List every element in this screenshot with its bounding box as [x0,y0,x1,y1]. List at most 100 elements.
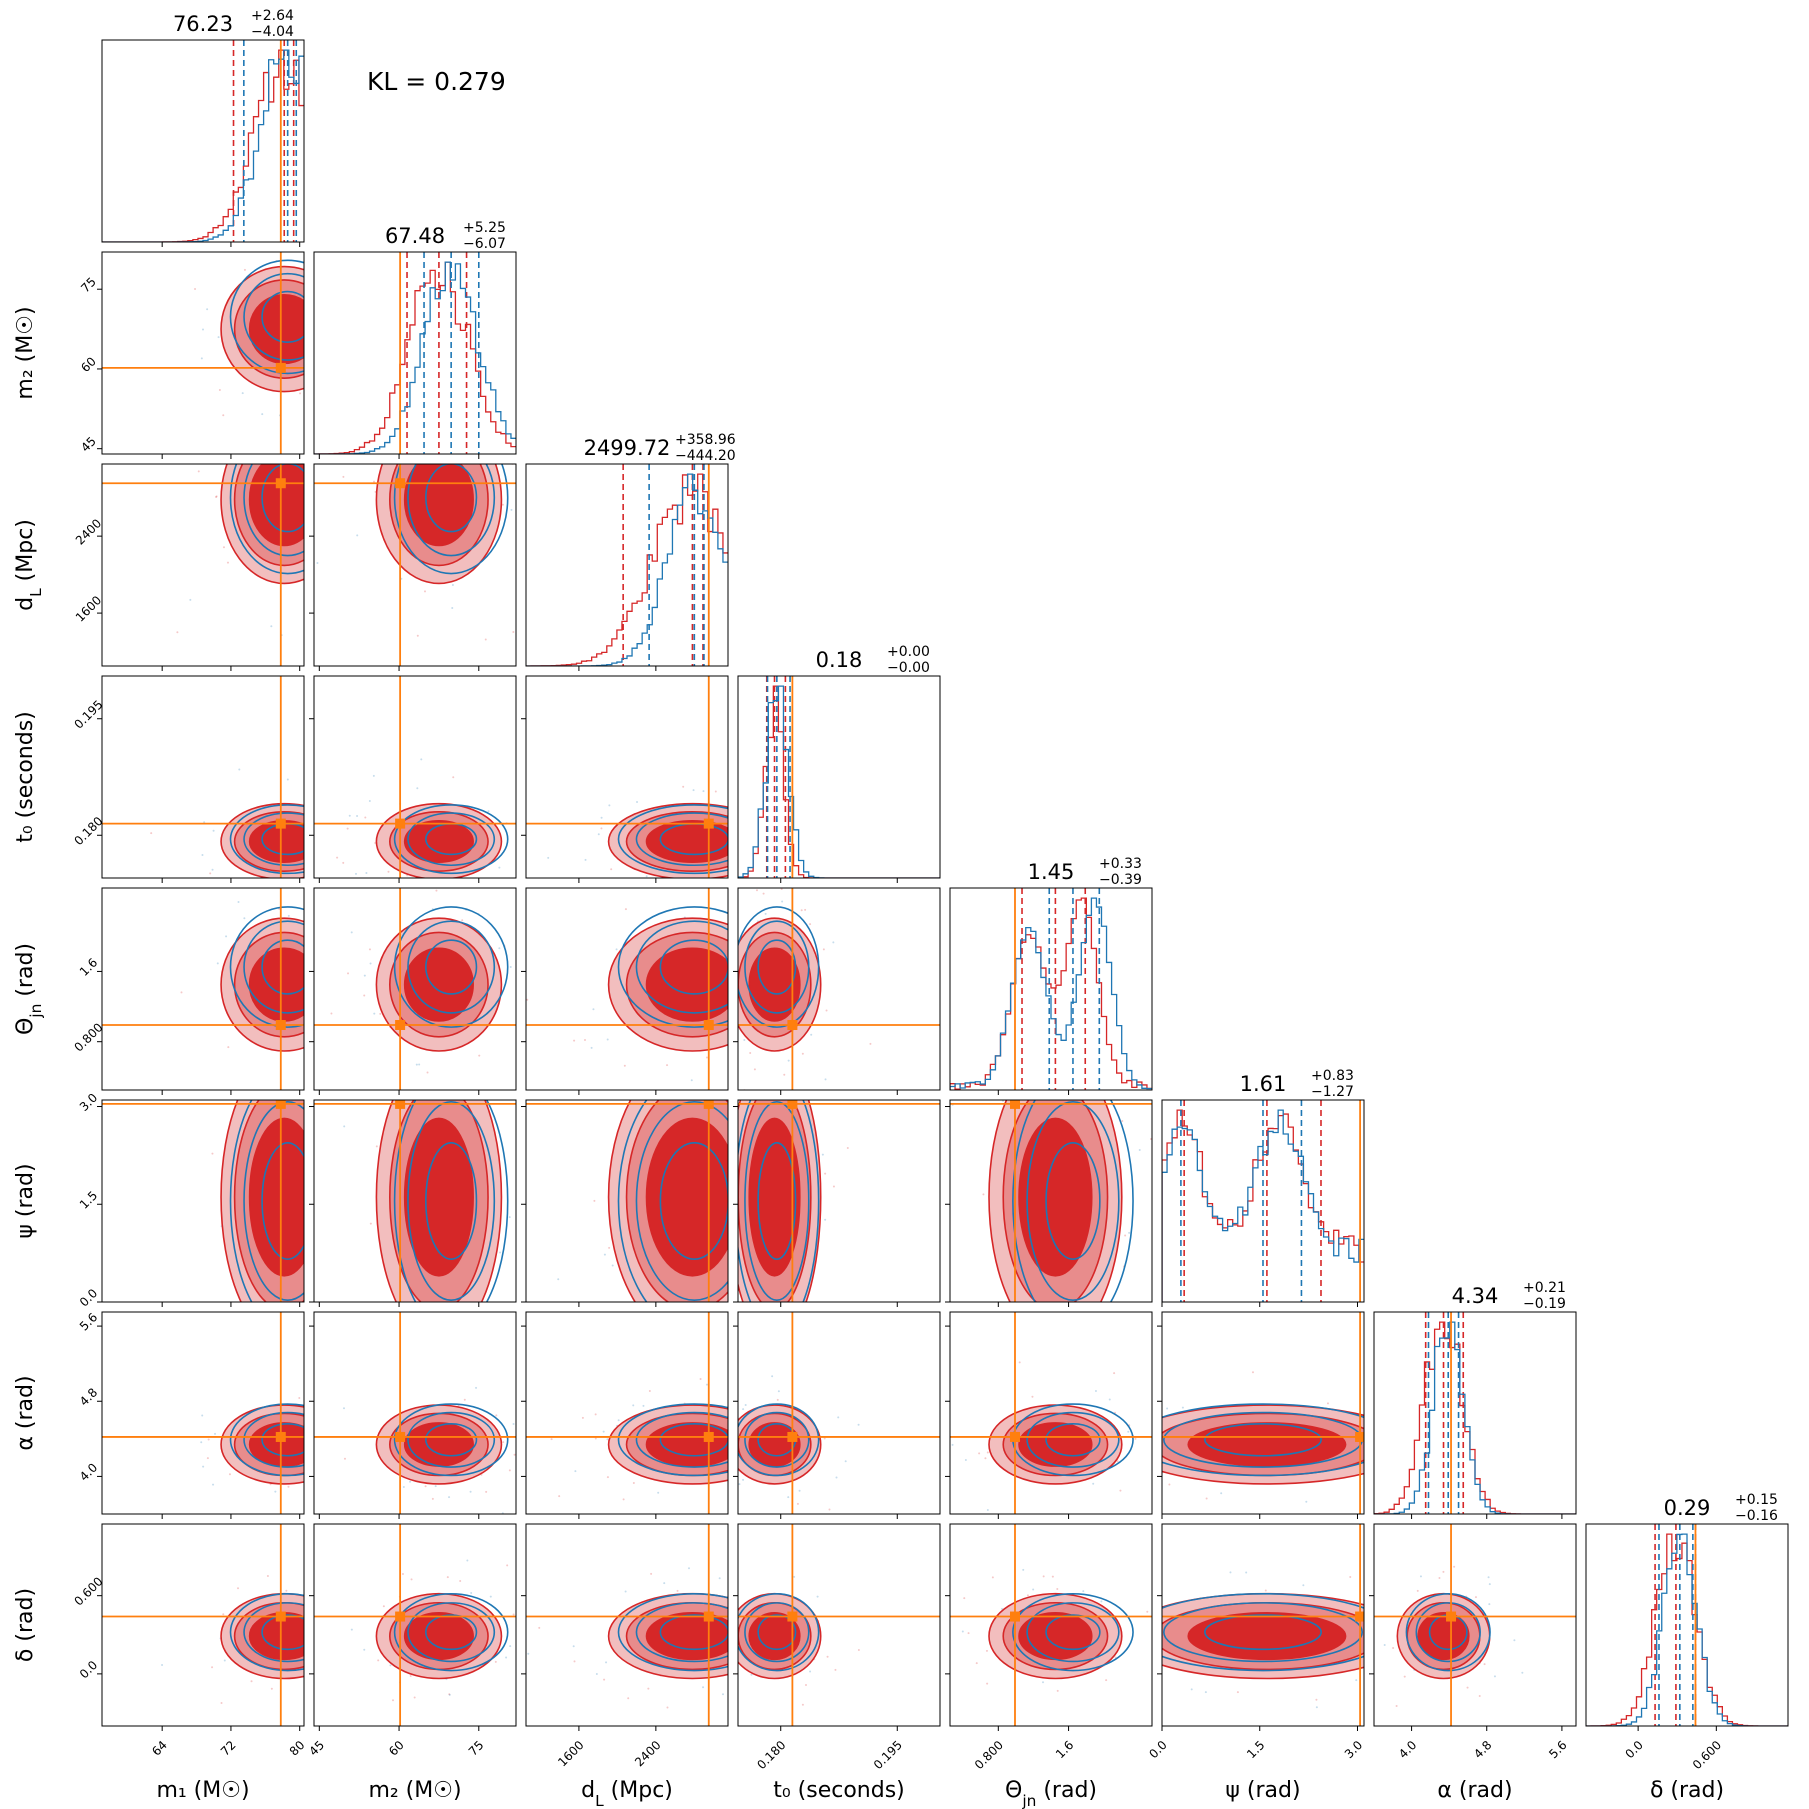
contour-b-2 [1204,1614,1322,1651]
contour-b-1 [407,1100,496,1302]
contour-b-1 [635,1411,728,1468]
sample-point [494,1660,497,1663]
contour-b-1 [243,1101,304,1301]
sample-point [1001,1353,1003,1355]
contour-b-0 [738,906,820,1028]
contour-inner [748,1422,801,1467]
contour-b-0 [393,1592,509,1672]
sample-point [735,1038,737,1040]
sample-point [522,447,524,449]
panel-frame [313,463,517,667]
sample-point [705,1056,708,1059]
sample-point [344,995,346,997]
sample-point [215,496,218,499]
sample-point [344,486,346,488]
panel-frame [1161,1099,1365,1303]
sample-point [318,599,320,601]
histogram-a [102,49,304,242]
sample-point [617,1419,620,1422]
sample-point [1438,1577,1441,1580]
sample-point [1077,1014,1079,1016]
sample-point [200,1441,203,1444]
sample-point [747,847,749,849]
sample-point [986,1508,989,1511]
sample-point [1245,1571,1248,1574]
sample-point [532,1200,534,1202]
sample-point [226,561,229,564]
sample-point [781,900,784,903]
title-minus: −0.16 [1735,1508,1778,1524]
sample-point [392,1699,395,1702]
contour-b-0 [393,464,509,575]
sample-point [282,445,284,447]
truth-marker [703,1100,714,1109]
sample-point [611,1264,614,1267]
sample-point [754,1566,756,1568]
sample-point [241,1315,243,1317]
sample-point [326,1002,328,1004]
sample-point [498,866,501,869]
contour-b-0 [1162,1403,1364,1477]
y-axis-label-m2: m₂ (M☉) [13,306,38,399]
sample-point [244,1083,246,1085]
sample-point [270,1687,273,1690]
contour-b-0 [738,1403,820,1477]
sample-point [744,1404,747,1407]
sample-point [377,1326,379,1328]
contour-b-2 [757,1142,797,1260]
sample-point [308,1230,310,1232]
panel-frame [1161,1523,1365,1727]
contour-b-1 [1415,1602,1481,1663]
sample-point [402,1485,405,1488]
sample-point [1315,1698,1318,1701]
contour-inner [248,947,304,1022]
y-tick-label: 0.0 [77,1286,100,1309]
sample-point [498,947,501,950]
sample-point [1383,1643,1386,1646]
sample-point [348,466,350,468]
sample-point [310,442,312,444]
sample-point [603,1253,606,1256]
sample-point [237,900,240,903]
sample-point [1190,1688,1193,1691]
sample-point [657,1491,660,1494]
sample-point [804,1061,806,1063]
sample-point [350,931,353,934]
sample-point [542,1676,544,1678]
y-axis-label-dL: dL (Mpc) [13,519,45,611]
sample-point [1038,1087,1040,1089]
sample-point [734,1459,736,1461]
sample-point [1478,1695,1481,1698]
x-tick-label: 5.6 [1546,1738,1569,1761]
sample-point [780,888,783,891]
contour-inner [645,1422,728,1467]
sample-point [318,1406,320,1408]
panel-content [738,676,940,878]
sample-point [305,984,307,986]
sample-point [857,1423,860,1426]
sample-point [225,935,228,938]
truth-marker [1446,1611,1457,1622]
contour-b-1 [1026,1602,1120,1663]
sample-point [1401,1478,1403,1480]
sample-point [988,1086,990,1088]
panel-alpha-psi [1157,1311,1403,1519]
sample-point [499,1414,501,1416]
truth-marker [395,1431,406,1442]
sample-point [810,1344,812,1346]
y-axis-label-alpha: α (rad) [13,1375,38,1450]
sample-point [683,879,685,881]
sample-point [593,1199,596,1202]
sample-point [508,1469,511,1472]
sample-point [742,1408,745,1411]
sample-point [1056,1689,1059,1692]
sample-point [273,1382,275,1384]
sample-point [189,598,192,601]
panel-content [526,1312,728,1514]
sample-point [826,1655,829,1658]
sample-point [446,1576,449,1579]
contour-b-1 [635,812,728,867]
panel-frame [525,887,729,1091]
sample-point [340,1427,342,1429]
